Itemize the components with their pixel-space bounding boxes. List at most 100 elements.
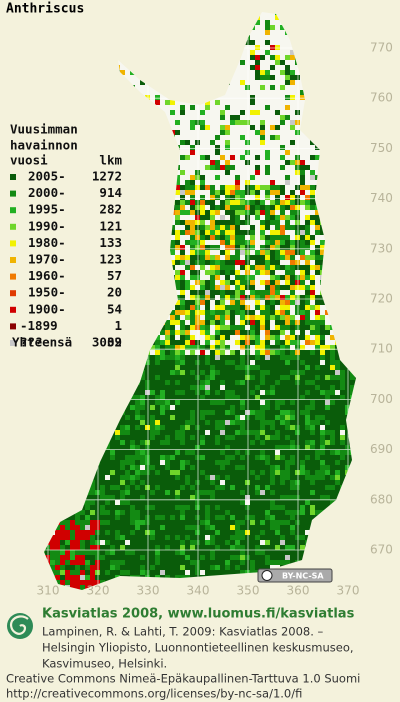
map-cell	[300, 230, 305, 235]
map-cell	[245, 210, 250, 215]
map-cell	[310, 470, 315, 475]
map-cell	[115, 105, 120, 110]
map-cell	[70, 530, 75, 535]
map-cell	[355, 375, 356, 380]
map-cell	[340, 505, 345, 510]
map-cell	[155, 540, 160, 545]
map-cell	[225, 365, 230, 370]
map-cell	[170, 420, 175, 425]
map-cell	[270, 265, 275, 270]
map-cell	[160, 370, 165, 375]
map-cell	[315, 500, 320, 505]
map-cell	[295, 535, 300, 540]
map-cell	[190, 200, 195, 205]
map-cell	[260, 370, 265, 375]
map-cell	[70, 105, 75, 110]
map-cell	[305, 35, 310, 40]
map-cell	[220, 540, 225, 545]
map-cell	[330, 195, 335, 200]
map-cell	[310, 550, 315, 555]
map-cell	[120, 430, 125, 435]
map-cell	[110, 530, 115, 535]
map-cell	[260, 225, 265, 230]
map-cell	[75, 165, 80, 170]
map-cell	[195, 315, 200, 320]
map-cell	[340, 495, 345, 500]
map-cell	[70, 180, 75, 185]
map-cell	[275, 230, 280, 235]
map-cell	[310, 200, 315, 205]
map-cell	[45, 390, 50, 395]
map-cell	[220, 445, 225, 450]
map-cell	[300, 435, 305, 440]
map-cell	[195, 530, 200, 535]
map-cell	[85, 245, 90, 250]
map-cell	[320, 420, 325, 425]
map-cell	[295, 365, 300, 370]
map-cell	[305, 105, 310, 110]
map-cell	[145, 475, 150, 480]
map-cell	[335, 500, 340, 505]
map-cell	[355, 320, 356, 325]
map-cell	[215, 490, 220, 495]
map-cell	[355, 315, 356, 320]
map-cell	[230, 475, 235, 480]
map-cell	[160, 360, 165, 365]
map-cell	[350, 540, 355, 545]
map-cell	[125, 12, 130, 15]
map-cell	[155, 520, 160, 525]
map-cell	[325, 450, 330, 455]
map-cell	[220, 200, 225, 205]
map-cell	[330, 325, 335, 330]
map-cell	[235, 480, 240, 485]
map-cell	[335, 180, 340, 185]
map-cell	[340, 195, 345, 200]
map-cell	[160, 275, 165, 280]
map-cell	[290, 510, 295, 515]
map-cell	[70, 240, 75, 245]
map-cell	[275, 60, 280, 65]
map-cell	[325, 165, 330, 170]
map-cell	[355, 325, 356, 330]
map-cell	[275, 190, 280, 195]
map-cell	[270, 335, 275, 340]
map-cell	[135, 110, 140, 115]
map-cell	[180, 295, 185, 300]
map-cell	[215, 275, 220, 280]
map-cell	[195, 500, 200, 505]
map-cell	[195, 430, 200, 435]
map-cell	[45, 485, 50, 490]
map-cell	[44, 495, 45, 500]
map-cell	[325, 515, 330, 520]
map-cell	[230, 525, 235, 530]
map-cell	[90, 245, 95, 250]
map-cell	[215, 460, 220, 465]
map-cell	[60, 40, 65, 45]
map-cell	[75, 440, 80, 445]
map-cell	[300, 305, 305, 310]
map-cell	[295, 165, 300, 170]
map-cell	[190, 490, 195, 495]
map-cell	[155, 420, 160, 425]
map-cell	[240, 530, 245, 535]
map-cell	[295, 375, 300, 380]
map-cell	[190, 380, 195, 385]
map-cell	[255, 155, 260, 160]
map-cell	[350, 195, 355, 200]
map-cell	[60, 320, 65, 325]
map-cell	[280, 510, 285, 515]
map-cell	[220, 260, 225, 265]
map-cell	[240, 535, 245, 540]
map-cell	[325, 435, 330, 440]
map-cell	[245, 260, 250, 265]
map-cell	[260, 535, 265, 540]
map-cell	[255, 270, 260, 275]
map-cell	[280, 185, 285, 190]
map-cell	[205, 215, 210, 220]
map-cell	[330, 510, 335, 515]
map-cell	[160, 45, 165, 50]
map-cell	[115, 130, 120, 135]
map-cell	[250, 245, 255, 250]
map-cell	[70, 420, 75, 425]
